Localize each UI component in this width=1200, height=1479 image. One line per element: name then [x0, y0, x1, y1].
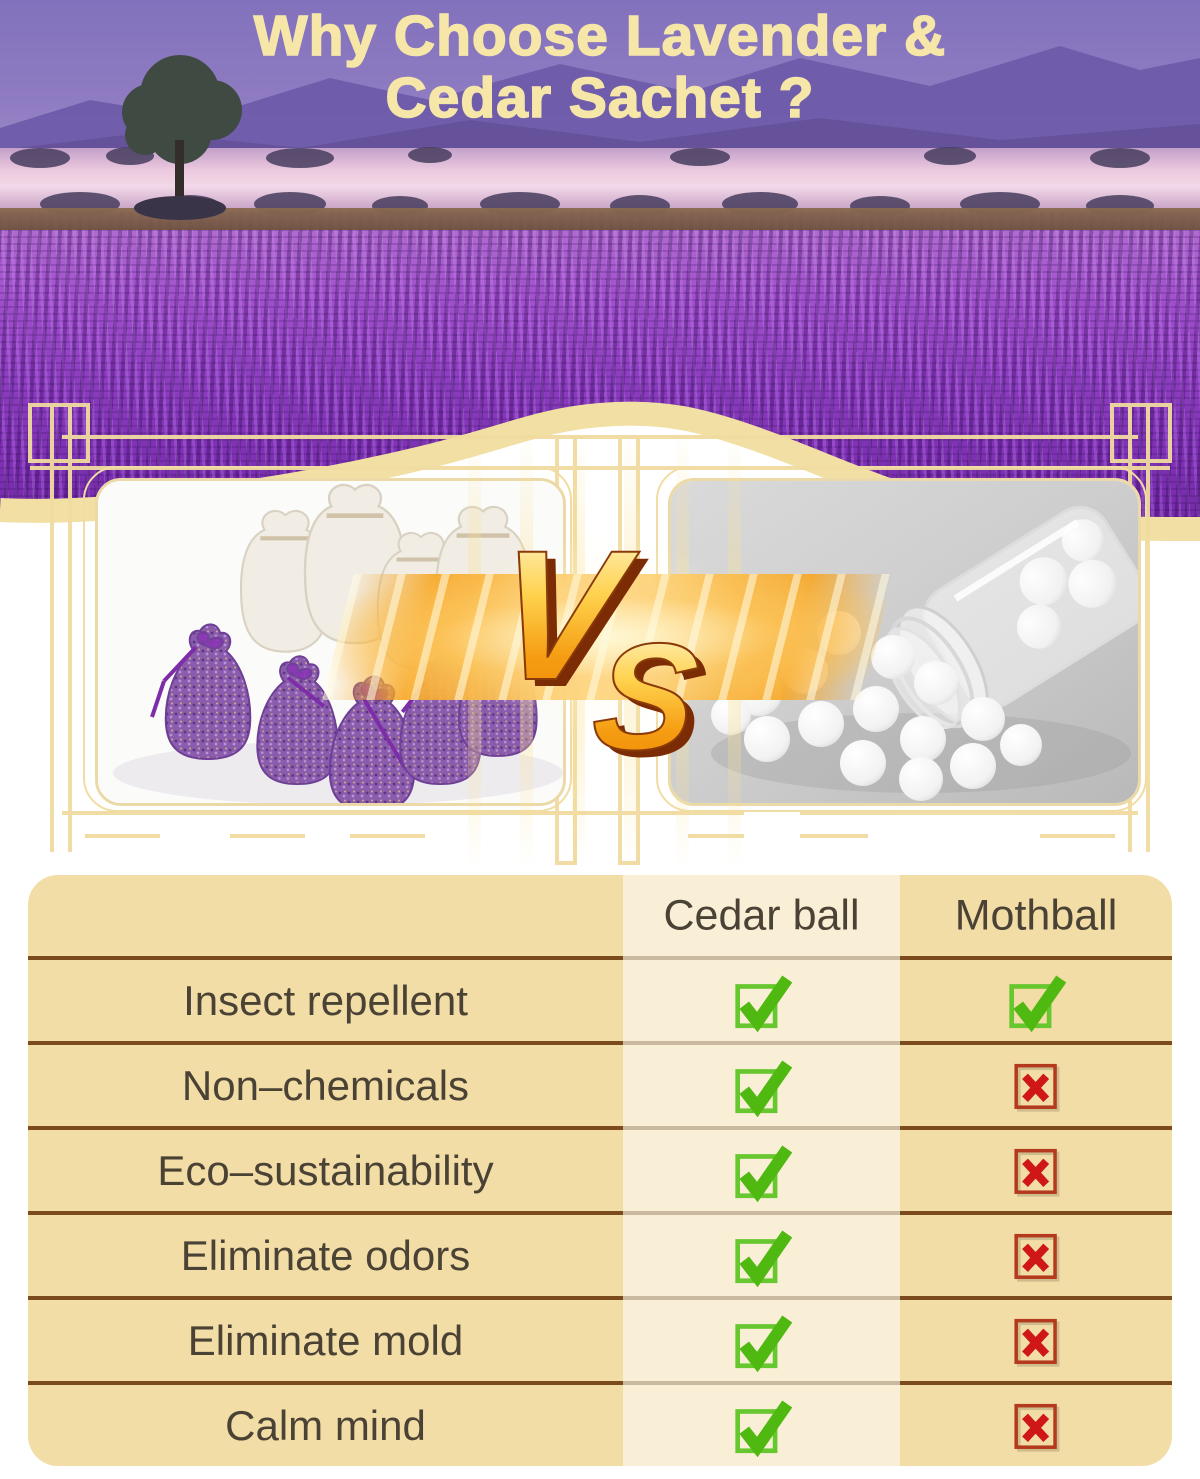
mothball-mark — [900, 1385, 1172, 1466]
mothball-mark — [900, 1300, 1172, 1381]
cross-icon — [1013, 1148, 1059, 1197]
cross-icon — [1013, 1233, 1059, 1282]
table-row: Eco–sustainability — [28, 1130, 1172, 1211]
cedar-ball-mark — [623, 1385, 900, 1466]
row-label: Eliminate mold — [187, 1316, 464, 1364]
row-divider — [28, 1041, 1172, 1045]
cross-icon — [1013, 1403, 1059, 1452]
title-line-1: Why Choose Lavender & — [253, 4, 947, 68]
row-divider — [28, 956, 1172, 960]
mothball-mark — [900, 1215, 1172, 1296]
cedar-ball-mark — [623, 960, 900, 1041]
comparison-table: Cedar ball Mothball Insect repellent Non… — [28, 875, 1172, 1466]
column-header-cedar-ball: Cedar ball — [663, 891, 860, 939]
table-row: Calm mind — [28, 1385, 1172, 1466]
page-title: Why Choose Lavender & Cedar Sachet ? — [0, 4, 1200, 130]
lavender-field-illustration — [0, 0, 1200, 230]
title-line-2: Cedar Sachet ? — [385, 65, 815, 130]
tree-silhouette — [122, 55, 242, 220]
check-icon — [734, 1060, 792, 1118]
check-icon — [734, 975, 792, 1033]
row-label: Non–chemicals — [181, 1061, 470, 1109]
mothball-mark — [900, 960, 1172, 1041]
cedar-ball-mark — [623, 1215, 900, 1296]
table-row: Insect repellent — [28, 960, 1172, 1041]
row-label: Insect repellent — [183, 976, 468, 1024]
cedar-ball-mark — [623, 1045, 900, 1126]
table-row: Eliminate mold — [28, 1300, 1172, 1381]
cross-icon — [1013, 1318, 1059, 1367]
row-divider — [28, 1211, 1172, 1215]
check-icon — [734, 1145, 792, 1203]
check-icon — [1009, 975, 1067, 1033]
mothball-mark — [900, 1045, 1172, 1126]
mothball-mark — [900, 1130, 1172, 1211]
gold-frame-lines — [28, 403, 1172, 865]
row-label: Eliminate odors — [180, 1231, 471, 1279]
table-row: Eliminate odors — [28, 1215, 1172, 1296]
row-divider — [28, 1381, 1172, 1385]
column-header-mothball: Mothball — [954, 891, 1118, 939]
row-divider — [28, 1126, 1172, 1130]
row-label: Eco–sustainability — [157, 1146, 494, 1194]
cross-icon — [1013, 1063, 1059, 1112]
check-icon — [734, 1315, 792, 1373]
row-label: Calm mind — [225, 1401, 426, 1449]
cedar-ball-mark — [623, 1130, 900, 1211]
check-icon — [734, 1400, 792, 1458]
cedar-ball-mark — [623, 1300, 900, 1381]
dirt-strip — [0, 208, 1200, 230]
check-icon — [734, 1230, 792, 1288]
vs-letter-s: S — [586, 612, 705, 782]
row-divider — [28, 1296, 1172, 1300]
vs-badge: V V S S — [455, 511, 755, 789]
table-header-row: Cedar ball Mothball — [28, 875, 1172, 956]
table-row: Non–chemicals — [28, 1045, 1172, 1126]
